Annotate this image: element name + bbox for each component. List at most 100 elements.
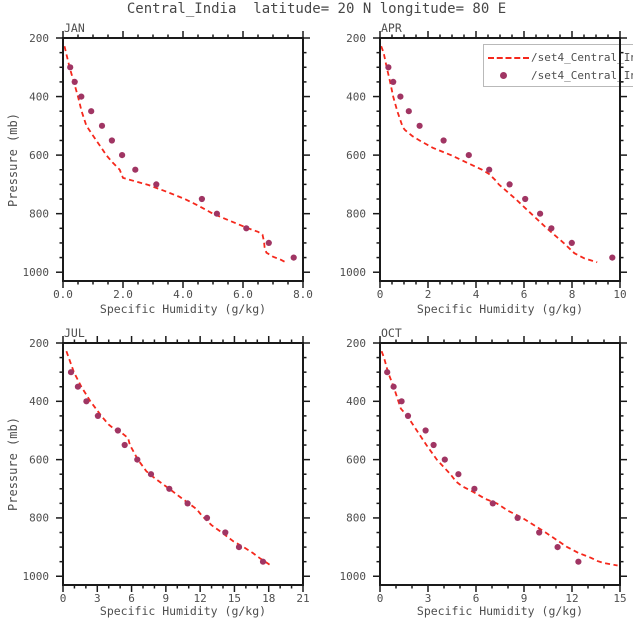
data-point [259, 558, 267, 565]
x-tick-label: 15 [228, 592, 241, 605]
axis-frame [62, 342, 304, 586]
data-point [243, 225, 250, 232]
x-axis-label-oct: Specific Humidity (g/kg) [416, 604, 584, 618]
x-axis-label-jul: Specific Humidity (g/kg) [99, 604, 267, 618]
dot-sample [484, 66, 531, 84]
legend-entry-label: /set4_Central_Ind [531, 68, 633, 82]
y-tick-label: 200 [346, 32, 366, 45]
data-point [548, 225, 555, 232]
y-axis-label-top-row: Pressure (mb) [6, 113, 20, 207]
y-tick-label: 200 [346, 337, 366, 350]
x-tick-label: 4 [473, 288, 480, 301]
data-point [390, 383, 397, 390]
data-point [184, 500, 191, 507]
y-tick-label: 200 [29, 337, 49, 350]
x-tick-label: 15 [613, 592, 626, 605]
panel-title-apr: APR [381, 21, 402, 35]
y-tick-label: 1000 [23, 570, 50, 583]
data-point [536, 529, 543, 536]
y-tick-label: 1000 [340, 266, 367, 279]
panel-title-jul: JUL [64, 326, 85, 340]
y-tick-label: 400 [29, 395, 49, 408]
series-dashed-line [65, 350, 271, 566]
data-point [166, 485, 173, 492]
data-point [514, 514, 521, 521]
x-axis-label-apr: Specific Humidity (g/kg) [416, 302, 584, 316]
panel-title-jan: JAN [64, 21, 85, 35]
data-point [416, 122, 423, 129]
data-point [153, 181, 160, 188]
y-tick-label: 800 [346, 512, 366, 525]
data-point [78, 93, 85, 100]
data-point [486, 166, 493, 173]
x-tick-label: 12 [565, 592, 578, 605]
data-point [506, 181, 513, 188]
series-dashed-line [63, 45, 287, 264]
legend-entry-label: /set4_Central_Ind [531, 50, 633, 64]
x-tick-label: 12 [194, 592, 207, 605]
x-tick-label: 2.0 [113, 288, 133, 301]
x-tick-label: 21 [296, 592, 309, 605]
dashed-line-sample [484, 48, 531, 66]
chart-oct: 0 3 6 9 12 15 200 400 600 800 1000 OCT [340, 326, 627, 605]
y-tick-label: 200 [29, 32, 49, 45]
x-axis-label-jan: Specific Humidity (g/kg) [99, 302, 267, 316]
x-tick-label: 0 [60, 592, 67, 605]
y-tick-label: 800 [29, 207, 49, 220]
data-point [398, 398, 405, 405]
data-point [440, 137, 447, 144]
data-point [147, 471, 155, 478]
y-tick-label: 600 [346, 453, 366, 466]
data-point [67, 369, 75, 376]
data-point [575, 558, 582, 565]
data-point [134, 456, 141, 463]
data-point [609, 254, 616, 261]
data-point [119, 152, 126, 159]
data-point [98, 122, 106, 129]
x-tick-label: 8.0 [293, 288, 313, 301]
data-point [441, 456, 448, 463]
data-point [465, 152, 472, 159]
legend-entry-obs: /set4_Central_Ind [484, 66, 633, 84]
data-point [67, 64, 74, 71]
y-tick-label: 600 [29, 453, 49, 466]
series-dashed-line [380, 45, 598, 264]
x-tick-label: 9 [163, 592, 170, 605]
data-point [422, 427, 429, 434]
legend-entry-model: /set4_Central_Ind [484, 48, 633, 66]
y-axis-label-bottom-row: Pressure (mb) [6, 417, 20, 511]
series-dashed-line [380, 350, 618, 567]
y-tick-label: 400 [346, 90, 366, 103]
x-tick-label: 6.0 [233, 288, 253, 301]
data-point [88, 108, 95, 115]
data-point [94, 412, 101, 419]
data-point [198, 195, 205, 203]
data-point [83, 398, 90, 405]
data-point [114, 427, 121, 434]
data-point [384, 369, 391, 376]
data-point [430, 441, 437, 449]
x-tick-label: 10 [613, 288, 626, 301]
data-point [537, 210, 544, 217]
x-tick-label: 0 [377, 592, 384, 605]
data-point [222, 529, 229, 536]
x-tick-label: 0 [377, 288, 384, 301]
data-point [203, 514, 211, 521]
data-point [385, 64, 392, 71]
data-point [290, 254, 297, 261]
data-point [108, 137, 115, 144]
x-tick-label: 2 [425, 288, 432, 301]
data-point [74, 383, 81, 390]
y-tick-label: 800 [346, 207, 366, 220]
y-tick-label: 400 [29, 90, 49, 103]
x-tick-label: 8 [569, 288, 576, 301]
x-tick-label: 0.0 [53, 288, 73, 301]
x-tick-label: 6 [521, 288, 528, 301]
data-point [405, 108, 412, 115]
x-tick-label: 9 [521, 592, 528, 605]
x-tick-label: 6 [473, 592, 480, 605]
data-point [235, 544, 243, 551]
y-tick-label: 800 [29, 512, 49, 525]
y-tick-label: 600 [346, 149, 366, 162]
